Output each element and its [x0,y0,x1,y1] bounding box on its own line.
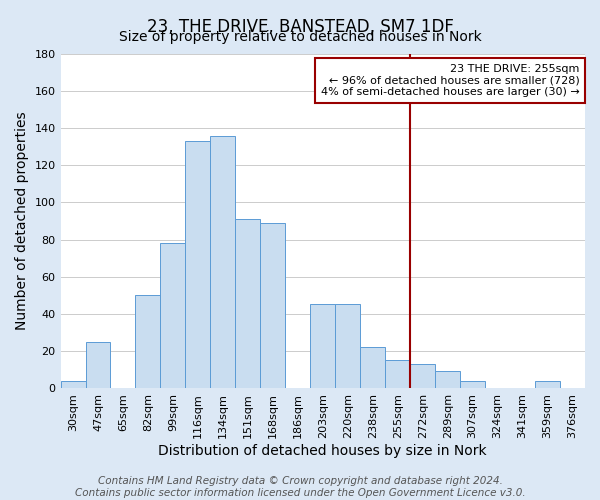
Bar [136,295,160,388]
X-axis label: Distribution of detached houses by size in Nork: Distribution of detached houses by size … [158,444,487,458]
Bar [460,380,485,388]
Text: 23 THE DRIVE: 255sqm
← 96% of detached houses are smaller (728)
4% of semi-detac: 23 THE DRIVE: 255sqm ← 96% of detached h… [321,64,580,97]
Bar [410,364,435,388]
Bar [335,304,360,388]
Bar [535,380,560,388]
Bar [260,223,286,388]
Bar [61,380,86,388]
Bar [310,304,335,388]
Bar [360,347,385,388]
Bar [385,360,410,388]
Text: Size of property relative to detached houses in Nork: Size of property relative to detached ho… [119,30,481,44]
Y-axis label: Number of detached properties: Number of detached properties [15,112,29,330]
Bar [160,243,185,388]
Bar [86,342,110,388]
Text: Contains HM Land Registry data © Crown copyright and database right 2024.
Contai: Contains HM Land Registry data © Crown c… [74,476,526,498]
Bar [211,136,235,388]
Bar [185,141,211,388]
Bar [235,219,260,388]
Bar [435,372,460,388]
Text: 23, THE DRIVE, BANSTEAD, SM7 1DF: 23, THE DRIVE, BANSTEAD, SM7 1DF [146,18,454,36]
